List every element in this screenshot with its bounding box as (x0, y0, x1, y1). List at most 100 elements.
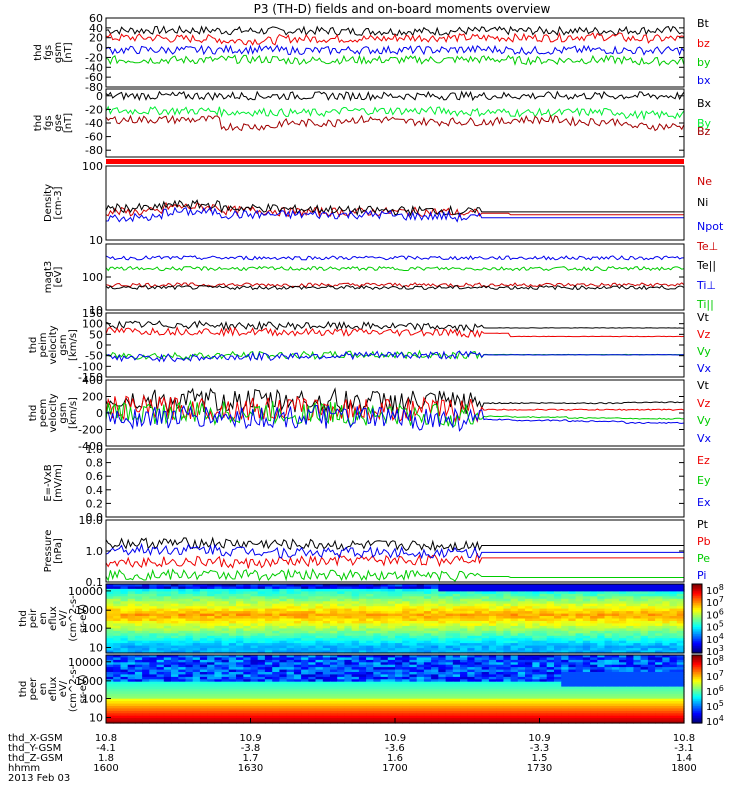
spectrogram-1-cell (279, 618, 288, 622)
spectrogram-1-cell (120, 621, 129, 625)
spectrogram-2-cell (366, 679, 374, 683)
spectrogram-2-cell (243, 720, 252, 724)
spectrogram-2-cell (257, 720, 266, 724)
spectrogram-2-cell (460, 703, 468, 707)
spectrogram-2-cell (207, 691, 215, 695)
spectrogram-1-cell (438, 611, 447, 615)
spectrogram-1-cell (192, 591, 201, 595)
ephemeris-label-3: hhmm (8, 763, 40, 774)
spectrogram-2-cell (380, 698, 389, 702)
spectrogram-1-cell (142, 586, 150, 590)
spectrogram-1-cell (568, 608, 577, 612)
spectrogram-1-cell (669, 633, 678, 637)
spectrogram-1-cell (633, 635, 642, 639)
spectrogram-2-cell (142, 718, 150, 722)
spectrogram-1-cell (539, 601, 548, 605)
spectrogram-1-cell (590, 601, 598, 605)
spectrogram-1-cell (207, 606, 215, 610)
spectrogram-1-cell (127, 616, 136, 620)
spectrogram-1-cell (373, 606, 382, 610)
spectrogram-1-cell (366, 625, 374, 629)
spectrogram-2-cell (257, 664, 266, 668)
spectrogram-1-cell (481, 603, 490, 607)
spectrogram-2-cell (366, 662, 374, 666)
spectrogram-1-cell (322, 598, 331, 602)
spectrogram-1-cell (171, 586, 179, 590)
spectrogram-1-cell (582, 628, 591, 632)
spectrogram-2-cell (561, 691, 569, 695)
spectrogram-2-cell (655, 706, 663, 709)
spectrogram-1-cell (460, 633, 468, 637)
spectrogram-2-cell (539, 693, 548, 697)
spectrogram-1-cell (619, 586, 627, 590)
spectrogram-2-cell (640, 689, 649, 692)
spectrogram-2-cell (532, 664, 541, 668)
spectrogram-2-cell (395, 669, 403, 673)
spectrogram-2-cell (510, 696, 519, 700)
spectrogram-2-cell (546, 674, 555, 678)
spectrogram-1-cell (120, 645, 129, 649)
spectrogram-1-cell (416, 638, 425, 642)
spectrogram-2-cell (250, 720, 259, 724)
spectrogram-2-cell (106, 681, 114, 685)
spectrogram-2-cell (568, 713, 577, 717)
spectrogram-2-cell (554, 684, 562, 688)
spectrogram-2-cell (178, 684, 187, 688)
spectrogram-2-cell (120, 664, 129, 668)
spectrogram-1-cell (395, 630, 403, 634)
spectrogram-2-cell (228, 662, 237, 666)
spectrogram-2-cell (460, 706, 468, 709)
spectrogram-2-cell (452, 686, 461, 690)
spectrogram-1-cell (467, 591, 476, 595)
spectrogram-2-cell (582, 689, 591, 692)
spectrogram-1-cell (474, 640, 483, 644)
spectrogram-2-cell (199, 681, 208, 685)
spectrogram-2-cell (330, 720, 338, 724)
spectrogram-2-cell (272, 696, 280, 700)
spectrogram-2-cell (366, 710, 374, 714)
spectrogram-2-cell (640, 655, 649, 658)
spectrogram-1-cell (185, 618, 194, 622)
spectrogram-1-cell (474, 601, 483, 605)
spectrogram-2-cell (647, 686, 656, 690)
spectrogram-2-ylabel: thd peer en eflux eV/(cm^2-s-sr-eV) (18, 665, 89, 712)
spectrogram-1-cell (322, 643, 331, 647)
spectrogram-2-cell (142, 659, 150, 663)
spectrogram-1-cell (568, 648, 577, 652)
spectrogram-2-cell (582, 674, 591, 678)
spectrogram-2-cell (358, 684, 367, 688)
spectrogram-2-cell (373, 696, 382, 700)
spectrogram-2-cell (626, 706, 634, 709)
spectrogram-1-cell (207, 643, 215, 647)
spectrogram-1-cell (387, 648, 396, 652)
spectrogram-1-cell (539, 643, 548, 647)
spectrogram-2-cell (344, 659, 353, 663)
spectrogram-2-cell (286, 698, 295, 702)
spectrogram-2-cell (214, 681, 223, 685)
spectrogram-1-cell (351, 621, 360, 625)
spectrogram-1-cell (178, 608, 187, 612)
spectrogram-1-cell (163, 596, 172, 600)
spectrogram-1-cell (192, 630, 201, 634)
spectrogram-2-cell (127, 701, 136, 705)
spectrogram-2-cell (395, 686, 403, 690)
spectrogram-2-cell (243, 676, 252, 680)
spectrogram-2-cell (561, 676, 569, 680)
spectrogram-2-cell (156, 715, 165, 719)
spectrogram-1-cell (127, 613, 136, 617)
spectrogram-2-cell (207, 662, 215, 666)
spectrogram-1-cell (228, 650, 237, 654)
spectrogram-1-cell (510, 601, 519, 605)
spectrogram-2-cell (134, 681, 143, 685)
spectrogram-2-cell (655, 669, 663, 673)
spectrogram-1-cell (337, 628, 345, 632)
spectrogram-2-cell (409, 674, 418, 678)
spectrogram-1-cell (575, 633, 584, 637)
spectrogram-2-cell (366, 674, 374, 678)
spectrogram-2-cell (236, 657, 244, 661)
spectrogram-1-cell (676, 621, 685, 625)
spectrogram-1-cell (445, 643, 454, 647)
spectrogram-1-cell (178, 593, 187, 597)
spectrogram-1-cell (171, 635, 179, 639)
spectrogram-2-cell (554, 710, 562, 714)
